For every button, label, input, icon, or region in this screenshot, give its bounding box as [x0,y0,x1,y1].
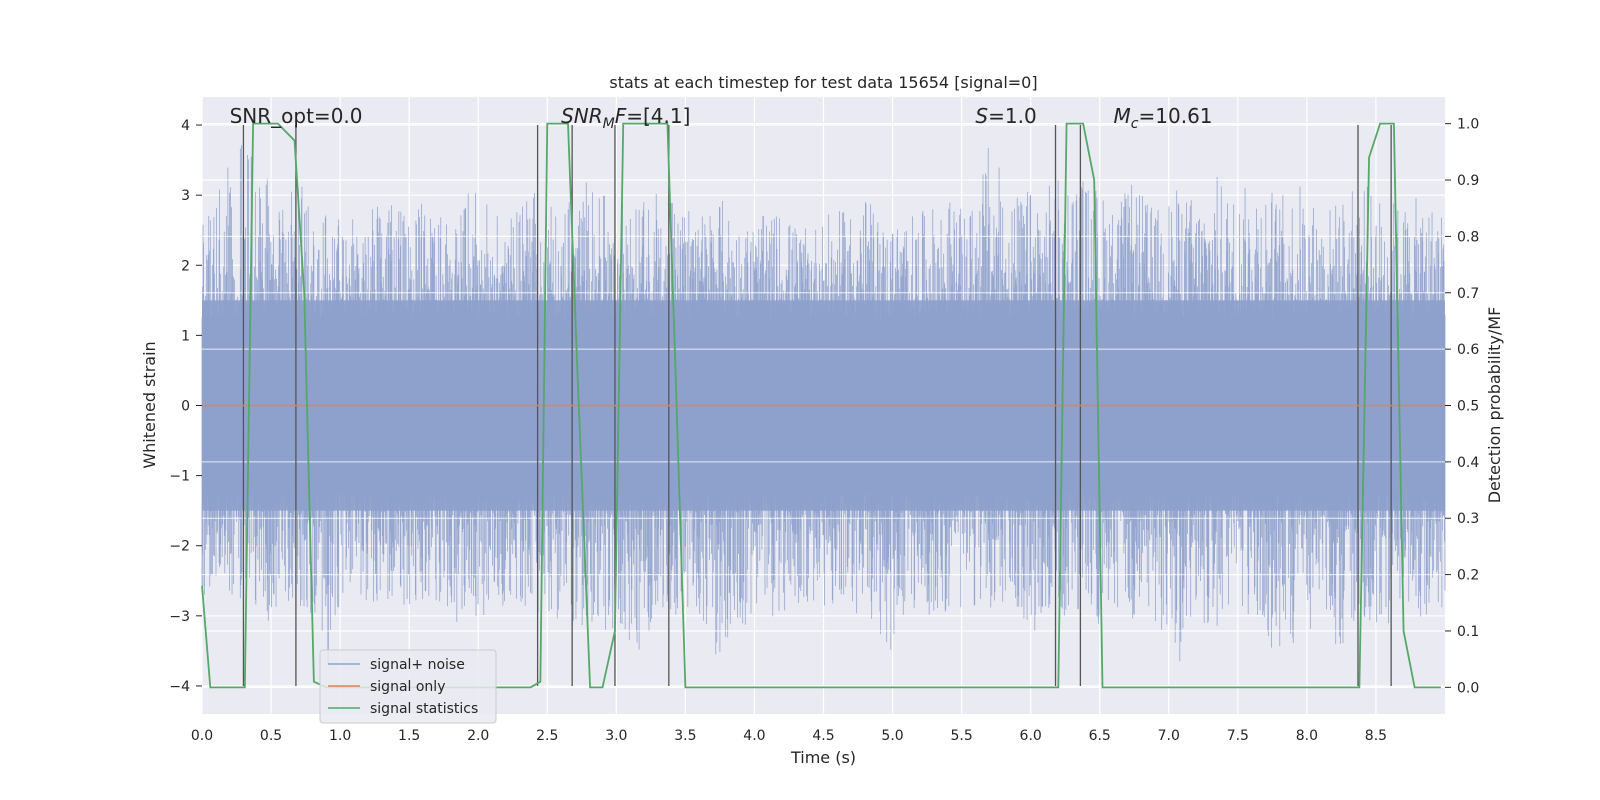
y2-tick-label: 1.0 [1457,117,1479,133]
x-tick-label: 7.0 [1158,728,1180,744]
y2-tick-label: 0.5 [1457,399,1479,415]
y2-tick-label: 0.2 [1457,568,1479,584]
x-tick-label: 6.5 [1089,728,1111,744]
x-tick-label: 1.0 [329,728,351,744]
y-tick-label: 3 [181,188,190,204]
legend-label-signal: signal only [370,679,445,695]
stats-layer [201,122,1441,689]
y2-tick-label: 0.8 [1457,229,1479,245]
y-axis-ticks: −4 −3 −2 −1 0 1 2 3 4 [169,118,202,695]
y-tick-label: 1 [181,328,190,344]
x-tick-label: 2.5 [536,728,558,744]
legend-label-stats: signal statistics [370,701,478,717]
x-tick-label: 0.0 [191,728,213,744]
y-axis-label: Whitened strain [140,341,159,468]
series-signal-statistics [201,122,1441,689]
annotation-1: SNRMF=[4.1] [561,104,690,132]
y-tick-label: 4 [181,118,190,134]
x-tick-label: 4.0 [743,728,765,744]
x-tick-label: 1.5 [398,728,420,744]
y-tick-label: −2 [169,539,190,555]
y2-axis-label: Detection probability/MF [1485,307,1504,504]
y2-tick-label: 0.7 [1457,286,1479,302]
y-tick-label: −3 [169,609,190,625]
annotation-0: SNR_opt=0.0 [230,104,363,128]
y2-tick-label: 0.6 [1457,342,1479,358]
annotation-2: S=1.0 [975,104,1036,128]
x-axis-label: Time (s) [790,748,856,767]
x-tick-label: 5.5 [950,728,972,744]
y2-tick-label: 0.9 [1457,173,1479,189]
legend-box [319,649,497,724]
x-tick-label: 3.0 [605,728,627,744]
y-tick-label: −1 [169,469,190,485]
x-tick-label: 8.0 [1296,728,1318,744]
x-tick-label: 4.5 [812,728,834,744]
x-tick-label: 0.5 [260,728,282,744]
y2-tick-label: 0.0 [1457,680,1479,696]
y2-tick-label: 0.1 [1457,624,1479,640]
annotation-layer: SNR_opt=0.0 SNRMF=[4.1] S=1.0 Mc=10.61 [230,104,1213,132]
legend: signal+ noise signal only signal statist… [319,649,497,724]
y2-tick-label: 0.3 [1457,511,1479,527]
annotation-3: Mc=10.61 [1114,104,1213,132]
y2-tick-label: 0.4 [1457,455,1479,471]
chart-title: stats at each timestep for test data 156… [609,73,1037,92]
y2-axis-ticks: 0.0 0.1 0.2 0.3 0.4 0.5 0.6 0.7 0.8 0.9 1.0 [1445,117,1479,696]
x-tick-label: 5.0 [881,728,903,744]
y-tick-label: −4 [169,679,190,695]
x-tick-label: 3.5 [674,728,696,744]
x-tick-label: 6.0 [1020,728,1042,744]
y-tick-label: 2 [181,258,190,274]
x-tick-label: 8.5 [1365,728,1387,744]
x-tick-label: 2.0 [467,728,489,744]
legend-label-noise: signal+ noise [370,657,465,673]
y-tick-label: 0 [181,399,190,415]
x-axis-ticks: 0.0 0.5 1.0 1.5 2.0 2.5 3.0 3.5 4.0 4.5 5.0 5.5 6.0 6… [191,728,1387,744]
x-tick-label: 7.5 [1227,728,1249,744]
